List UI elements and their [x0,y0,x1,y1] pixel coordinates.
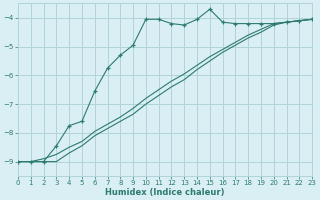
X-axis label: Humidex (Indice chaleur): Humidex (Indice chaleur) [105,188,225,197]
